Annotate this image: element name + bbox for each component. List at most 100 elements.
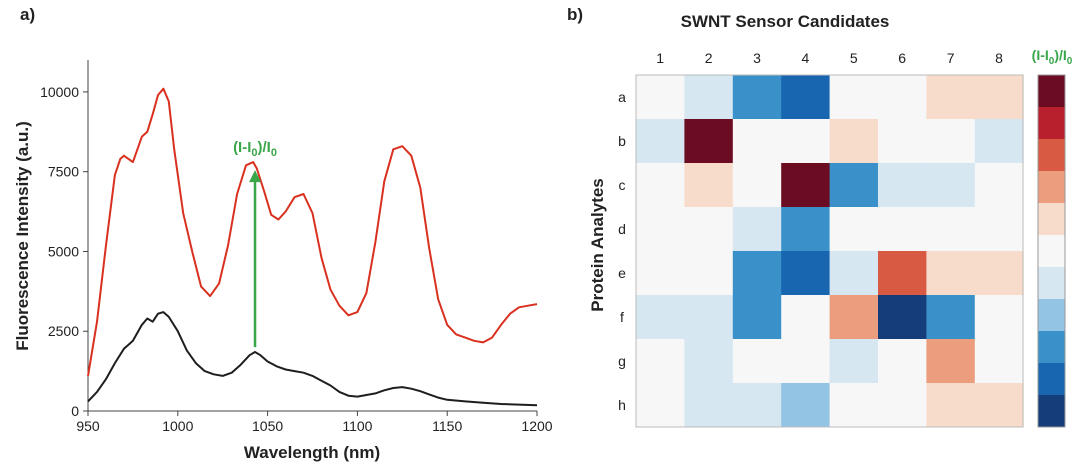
heatmap-cell-c2 [684, 163, 734, 208]
heatmap-cell-e4 [781, 251, 831, 296]
colorbar-swatch [1038, 107, 1065, 140]
colorbar-frame [1037, 74, 1066, 428]
heatmap-cell-g8 [974, 339, 1024, 384]
panel-a-series [87, 87, 538, 407]
heatmap-cell-b1 [636, 119, 685, 164]
colorbar-swatch [1038, 363, 1065, 396]
column-label: 2 [705, 50, 713, 66]
heatmap-cell-f5 [829, 295, 879, 340]
heatmap-cell-e3 [732, 251, 782, 296]
column-label: 5 [850, 50, 858, 66]
heatmap-cell-d6 [878, 207, 927, 252]
heatmap-cell-b8 [974, 119, 1024, 164]
y-tick-label: 0 [71, 403, 79, 419]
colorbar-swatch [1038, 299, 1065, 332]
column-label: 3 [753, 50, 761, 66]
panel-b-label: b) [567, 5, 583, 24]
column-label: 6 [898, 50, 906, 66]
heatmap-cell-d7 [926, 207, 976, 252]
heatmap-cell-a7 [926, 75, 976, 120]
colorbar-swatch [1038, 267, 1065, 300]
heatmap-cell-b2 [684, 119, 734, 164]
column-label: 4 [802, 50, 810, 66]
heatmap-cell-g4 [781, 339, 831, 384]
series-line-1 [87, 87, 538, 377]
y-tick-label: 5000 [48, 243, 79, 259]
heatmap-cell-a2 [684, 75, 734, 120]
y-tick-label: 7500 [48, 164, 79, 180]
row-label: a [618, 89, 626, 105]
heatmap-cell-a5 [829, 75, 879, 120]
y-tick-label: 10000 [40, 84, 79, 100]
heatmap-cell-e8 [974, 251, 1024, 296]
heatmap-cell-b4 [781, 119, 831, 164]
heatmap-cells [636, 75, 1024, 428]
heatmap-title: SWNT Sensor Candidates [681, 12, 890, 31]
row-label: f [620, 309, 624, 325]
heatmap-cell-b7 [926, 119, 976, 164]
heatmap-labels: 1 2 3 4 5 6 7 8 a b c d e f g h [618, 50, 1003, 413]
colorbar-swatch [1038, 395, 1065, 428]
colorbar-label: (I-I0)/I0 [1032, 47, 1073, 67]
annotation-label: (I-I0)/I0 [233, 139, 277, 159]
x-tick-label: 1200 [521, 418, 552, 434]
colorbar-swatch [1038, 75, 1065, 108]
heatmap-cell-h6 [878, 383, 927, 428]
row-label: h [618, 397, 626, 413]
column-label: 8 [995, 50, 1003, 66]
row-label: e [618, 265, 626, 281]
x-tick-label: 1150 [432, 418, 462, 434]
heatmap-cell-h4 [781, 383, 831, 428]
heatmap-y-axis-title: Protein Analytes [588, 178, 607, 312]
heatmap-cell-g1 [636, 339, 685, 384]
heatmap-cell-g2 [684, 339, 734, 384]
heatmap-cell-c4 [781, 163, 831, 208]
x-axis-title: Wavelength (nm) [244, 443, 380, 462]
heatmap-cell-b5 [829, 119, 879, 164]
heatmap-cell-b3 [732, 119, 782, 164]
row-label: b [618, 133, 626, 149]
heatmap-cell-c5 [829, 163, 879, 208]
heatmap-cell-c1 [636, 163, 685, 208]
heatmap-cell-c8 [974, 163, 1024, 208]
heatmap-cell-d1 [636, 207, 685, 252]
heatmap-cell-d4 [781, 207, 831, 252]
colorbar-swatch [1038, 331, 1065, 364]
heatmap-cell-c6 [878, 163, 927, 208]
colorbar-swatch [1038, 139, 1065, 172]
series-line-2 [87, 311, 538, 407]
heatmap-cell-c3 [732, 163, 782, 208]
heatmap-cell-b6 [878, 119, 927, 164]
heatmap-cell-a6 [878, 75, 927, 120]
column-label: 7 [947, 50, 955, 66]
heatmap-cell-h3 [732, 383, 782, 428]
heatmap-cell-c7 [926, 163, 976, 208]
heatmap-cell-h7 [926, 383, 976, 428]
heatmap-cell-e7 [926, 251, 976, 296]
panel-b-heatmap: b) SWNT Sensor Candidates Protein Analyt… [567, 5, 1073, 428]
y-tick-label: 2500 [48, 323, 79, 339]
heatmap-cell-e5 [829, 251, 879, 296]
x-tick-label: 950 [76, 418, 100, 434]
heatmap-cell-h1 [636, 383, 685, 428]
panel-a-ticks: 950 1000 1050 1100 1150 1200 0 2500 5000 7500 1000… [40, 84, 553, 434]
heatmap-cell-d3 [732, 207, 782, 252]
heatmap-cell-f1 [636, 295, 685, 340]
heatmap-cell-a4 [781, 75, 831, 120]
colorbar-swatch [1038, 171, 1065, 204]
heatmap-cell-f7 [926, 295, 976, 340]
y-axis-title: Fluorescence Intensity (a.u.) [13, 121, 32, 351]
heatmap-cell-f3 [732, 295, 782, 340]
x-tick-label: 1050 [252, 418, 283, 434]
heatmap-cell-g7 [926, 339, 976, 384]
heatmap-cell-e6 [878, 251, 927, 296]
panel-a-annotation: (I-I0)/I0 [233, 139, 277, 348]
x-tick-label: 1000 [162, 418, 193, 434]
heatmap-cell-g5 [829, 339, 879, 384]
colorbar-swatch [1038, 203, 1065, 236]
heatmap-cell-a3 [732, 75, 782, 120]
heatmap-cell-e2 [684, 251, 734, 296]
heatmap-cell-f6 [878, 295, 927, 340]
heatmap-cell-f4 [781, 295, 831, 340]
